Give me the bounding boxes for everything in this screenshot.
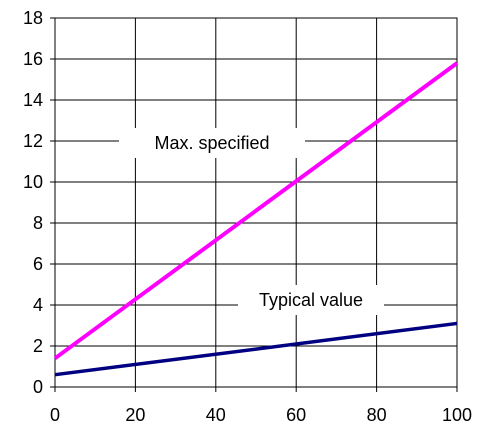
annotation-background [238,285,384,315]
x-tick-label: 60 [286,405,306,425]
y-tick-label: 4 [33,295,43,315]
y-tick-label: 12 [23,131,43,151]
annotation-background [119,128,305,158]
annotations: Max. specified Typical value [119,128,384,315]
tick-labels: 0 2 4 6 8 10 12 14 16 18 0 20 40 60 80 100 [23,8,472,425]
x-tick-label: 80 [367,405,387,425]
series-label-max-specified: Max. specified [154,133,269,153]
axes [50,17,458,392]
y-tick-label: 2 [33,336,43,356]
series-line-max-specified [53,61,459,360]
series-label-typical-value: Typical value [259,290,363,310]
y-tick-label: 6 [33,254,43,274]
y-tick-label: 8 [33,213,43,233]
plot-frame [54,17,458,388]
x-tick-label: 0 [50,405,60,425]
x-tick-label: 20 [125,405,145,425]
y-tick-label: 0 [33,377,43,397]
y-tick-label: 16 [23,49,43,69]
x-tick-label: 40 [206,405,226,425]
y-tick-label: 10 [23,172,43,192]
series-lines [53,61,459,377]
y-tick-label: 14 [23,90,43,110]
x-tick-label: 100 [442,405,472,425]
series-line-typical-value [54,321,458,377]
y-tick-label: 18 [23,8,43,28]
